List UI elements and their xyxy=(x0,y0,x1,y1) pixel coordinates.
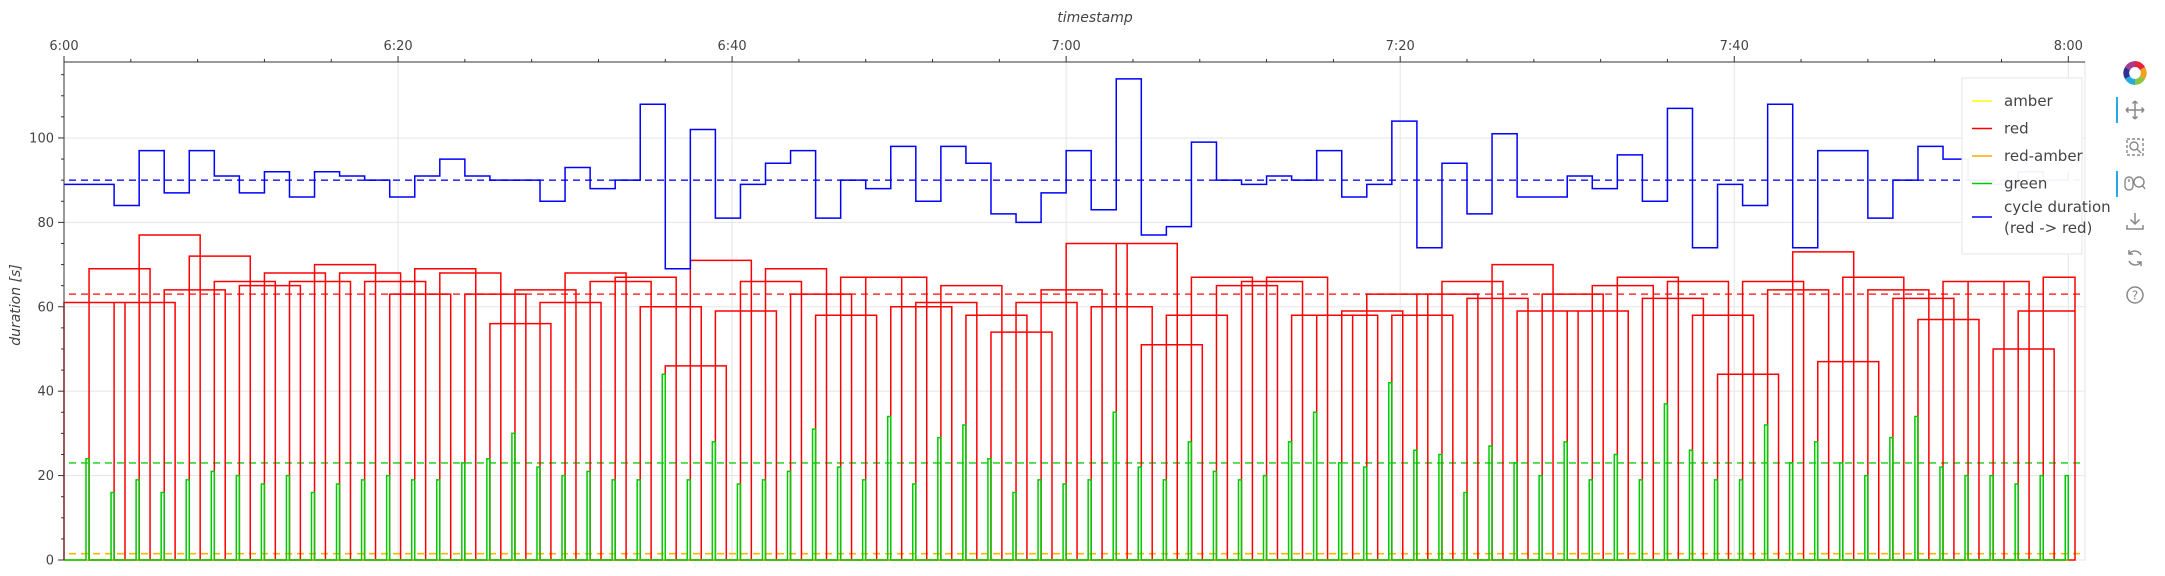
legend-label: red-amber xyxy=(2004,147,2084,165)
x-tick-label: 6:40 xyxy=(717,39,746,54)
y-tick-label: 40 xyxy=(37,385,54,400)
x-tick-label: 7:20 xyxy=(1386,39,1415,54)
x-tick-label: 7:00 xyxy=(1052,39,1081,54)
legend-label: (red -> red) xyxy=(2004,219,2092,237)
y-tick-label: 0 xyxy=(46,554,54,569)
legend-label: cycle duration xyxy=(2004,198,2111,216)
green-line xyxy=(64,373,2069,561)
wheel-zoom-icon[interactable] xyxy=(2116,169,2150,199)
box-zoom-icon[interactable] xyxy=(2120,132,2150,162)
legend: amber red red-amber green cycle duration (red… xyxy=(1961,77,2111,255)
y-tick-label: 100 xyxy=(29,131,54,146)
x-tick-label: 6:00 xyxy=(49,39,78,54)
toolbar: ? xyxy=(2116,58,2154,317)
svg-text:?: ? xyxy=(2132,289,2138,303)
cycle-duration-series xyxy=(64,78,2070,270)
legend-label: red xyxy=(2004,120,2029,138)
x-axis-title: timestamp xyxy=(1057,10,1133,26)
red-series xyxy=(63,234,2076,561)
reset-icon[interactable] xyxy=(2120,243,2150,273)
y-axis-title: duration [s] xyxy=(8,264,24,346)
series-layer xyxy=(63,78,2076,561)
save-icon[interactable] xyxy=(2120,206,2150,236)
legend-box xyxy=(1961,77,2083,255)
x-tick-label: 6:20 xyxy=(383,39,412,54)
y-tick-label: 80 xyxy=(37,216,54,231)
red-line xyxy=(63,234,2076,561)
legend-label: amber xyxy=(2004,92,2054,110)
bokeh-logo-icon[interactable] xyxy=(2120,58,2150,88)
y-tick-label: 20 xyxy=(37,469,54,484)
axes: 0 20 40 60 80 100 6:00 6:20 6:40 7:00 7:20 7:40 8:00 xyxy=(29,39,2085,569)
cycle-duration-line xyxy=(64,78,2070,270)
x-tick-label: 8:00 xyxy=(2054,39,2083,54)
grid xyxy=(63,61,2086,561)
legend-label: green xyxy=(2004,175,2047,193)
y-tick-label: 60 xyxy=(37,300,54,315)
plot-frame xyxy=(63,61,2086,561)
green-series xyxy=(64,373,2069,561)
help-icon[interactable]: ? xyxy=(2120,280,2150,310)
x-tick-label: 7:40 xyxy=(1720,39,1749,54)
pan-tool-icon[interactable] xyxy=(2116,95,2150,125)
